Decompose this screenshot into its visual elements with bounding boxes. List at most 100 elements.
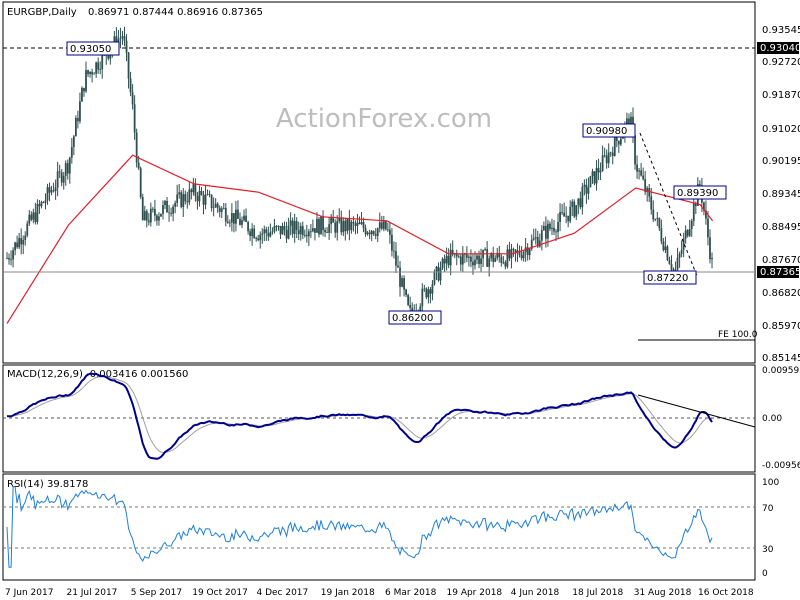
candle [494, 255, 497, 263]
candle [218, 205, 221, 218]
candle [303, 229, 306, 238]
annotation-box [643, 270, 697, 285]
candle [666, 244, 669, 262]
candle [206, 189, 209, 196]
candle [605, 149, 608, 169]
candle [425, 287, 428, 300]
candle [459, 253, 462, 272]
candle [472, 253, 474, 275]
candle [147, 212, 150, 226]
candle [585, 178, 588, 204]
price-tick: 0.91870 [762, 90, 800, 101]
candle [285, 221, 288, 243]
candle [322, 210, 324, 237]
candle [192, 177, 195, 196]
candle [261, 228, 264, 244]
candle [87, 69, 89, 77]
chart-title: EURGBP,Daily [7, 7, 77, 18]
candle [235, 200, 237, 232]
candle [617, 140, 620, 153]
candle [563, 202, 566, 217]
candle [127, 51, 130, 89]
candle [611, 146, 614, 165]
annotation-box [673, 185, 727, 200]
candle [168, 204, 170, 222]
candle [182, 188, 185, 217]
candle [346, 218, 349, 235]
candle [42, 201, 45, 204]
candle [139, 166, 142, 200]
candle [395, 242, 397, 273]
macd-trend-line [637, 394, 756, 428]
candle [200, 187, 203, 196]
candle [12, 247, 14, 268]
candle [354, 220, 357, 235]
price-tick: 0.93545 [762, 25, 800, 36]
rsi-line [6, 486, 713, 568]
candle [230, 203, 233, 232]
candle [561, 204, 563, 216]
candle [28, 210, 31, 226]
candle [318, 217, 320, 238]
candle [58, 164, 61, 179]
candle [46, 183, 49, 205]
candle [271, 227, 274, 235]
candle [204, 185, 207, 210]
candle [636, 155, 638, 179]
candle [609, 151, 612, 157]
candle [688, 219, 691, 238]
candle [376, 227, 379, 243]
candle [441, 257, 444, 271]
fe-label: FE 100.0 [718, 330, 758, 340]
trend-line-dashed [639, 132, 698, 277]
candle [526, 243, 529, 261]
candle [316, 212, 318, 233]
candle [676, 247, 679, 272]
candle [36, 199, 39, 225]
candle [10, 250, 12, 266]
candle [239, 212, 241, 226]
candle [703, 201, 705, 216]
candle [170, 207, 172, 217]
candle [403, 275, 405, 297]
date-tick: 31 Aug 2018 [634, 588, 692, 598]
candle [196, 191, 199, 210]
ohlc-readout: 0.86971 0.87444 0.86916 0.87365 [88, 7, 263, 18]
candle [528, 247, 531, 260]
candle [668, 256, 671, 265]
candle [251, 223, 254, 246]
candle [60, 169, 63, 187]
candle [194, 178, 197, 202]
candle [283, 221, 286, 236]
candle [228, 219, 231, 228]
candle [372, 230, 375, 236]
candle [374, 228, 377, 240]
candle [342, 217, 345, 237]
candle [522, 249, 525, 262]
candle [14, 241, 17, 256]
candle [20, 228, 23, 255]
price-series-group [6, 26, 714, 324]
candle [480, 248, 482, 272]
candle [488, 255, 491, 277]
candle [579, 191, 582, 210]
candle [293, 213, 296, 243]
candle [267, 226, 270, 241]
candle [32, 208, 35, 224]
candle [686, 229, 689, 238]
candle [129, 71, 132, 97]
macd-line [6, 372, 713, 460]
candle [160, 213, 162, 218]
annotation-box [388, 310, 442, 325]
candle [307, 228, 310, 246]
candle [190, 188, 193, 200]
candle [70, 138, 73, 164]
candle [295, 217, 298, 239]
candle [601, 145, 604, 172]
price-tick: 0.89345 [762, 189, 800, 200]
candle [336, 215, 339, 241]
current-price-box [757, 266, 799, 278]
candle [470, 249, 472, 268]
candle [188, 182, 191, 206]
